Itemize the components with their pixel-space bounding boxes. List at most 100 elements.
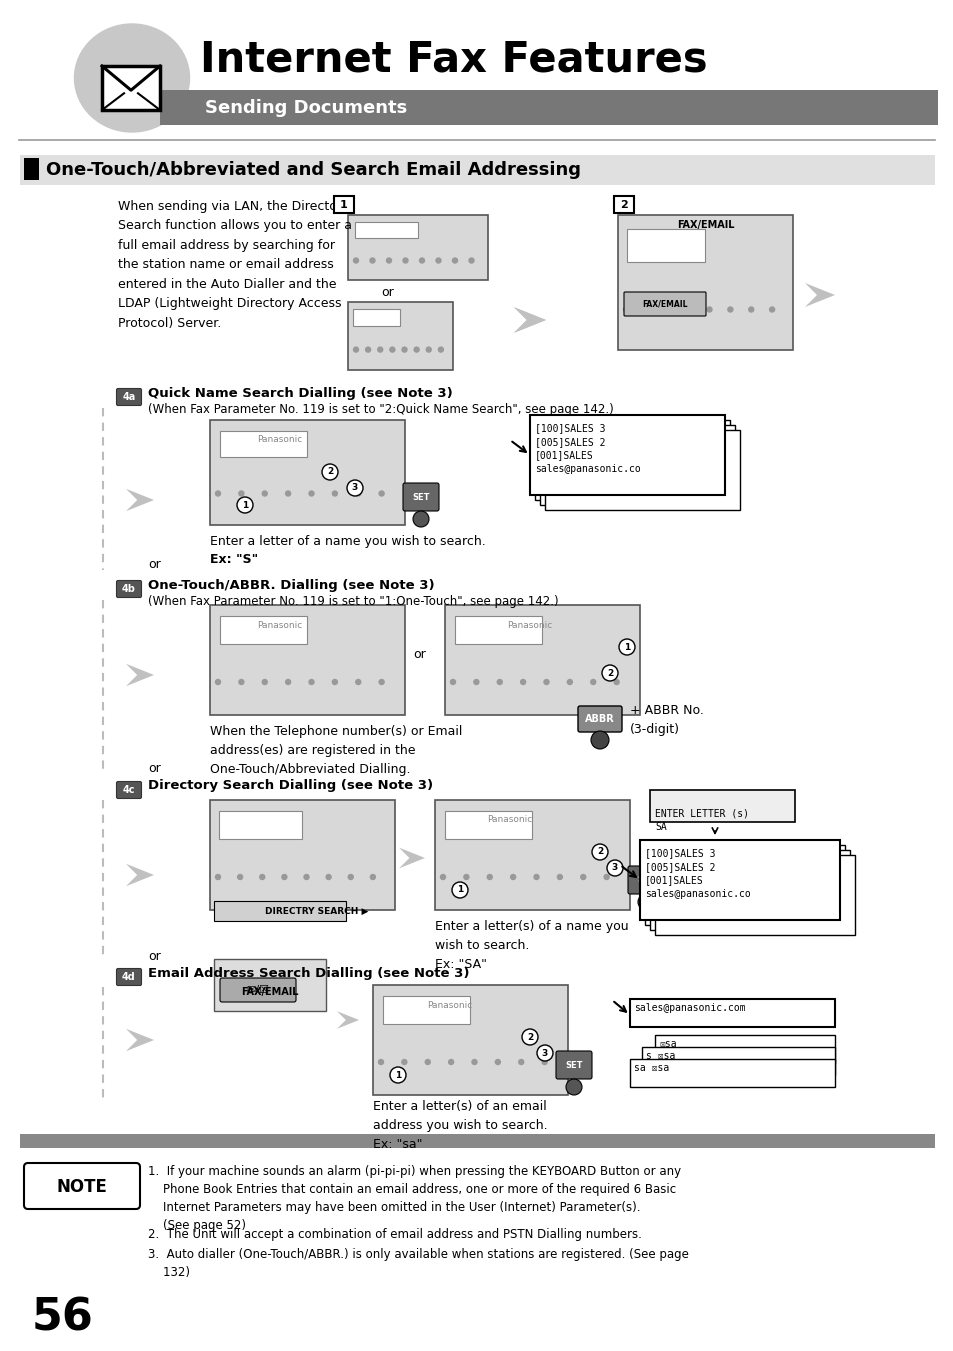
Text: When sending via LAN, the Directory
Search function allows you to enter a
full e: When sending via LAN, the Directory Sear…: [118, 200, 352, 330]
Circle shape: [322, 463, 337, 480]
FancyBboxPatch shape: [629, 1059, 834, 1088]
FancyBboxPatch shape: [655, 1035, 834, 1063]
FancyBboxPatch shape: [20, 155, 934, 185]
Circle shape: [497, 680, 501, 685]
FancyBboxPatch shape: [213, 901, 346, 921]
FancyBboxPatch shape: [539, 426, 734, 505]
FancyBboxPatch shape: [116, 581, 141, 597]
Circle shape: [614, 680, 618, 685]
Circle shape: [262, 490, 267, 496]
Circle shape: [450, 680, 455, 685]
Polygon shape: [126, 863, 153, 886]
Circle shape: [537, 1046, 553, 1061]
Text: Ex: "S": Ex: "S": [210, 553, 258, 566]
Text: 3.  Auto dialler (One-Touch/ABBR.) is only available when stations are registere: 3. Auto dialler (One-Touch/ABBR.) is onl…: [148, 1248, 688, 1279]
Circle shape: [237, 874, 242, 880]
Text: or: or: [149, 951, 161, 963]
Polygon shape: [514, 307, 545, 332]
FancyBboxPatch shape: [402, 484, 438, 511]
Circle shape: [510, 874, 515, 880]
Text: 3: 3: [541, 1048, 548, 1058]
Circle shape: [769, 307, 774, 312]
Polygon shape: [398, 847, 424, 869]
FancyBboxPatch shape: [20, 1133, 934, 1148]
Circle shape: [348, 874, 353, 880]
Text: 1.  If your machine sounds an alarm (pi-pi-pi) when pressing the KEYBOARD Button: 1. If your machine sounds an alarm (pi-p…: [148, 1165, 680, 1232]
Text: Quick Name Search Dialling (see Note 3): Quick Name Search Dialling (see Note 3): [148, 386, 453, 400]
Text: [100]SALES 3
[005]SALES 2
[001]SALES
sales@panasonic.co: [100]SALES 3 [005]SALES 2 [001]SALES sal…: [535, 423, 640, 474]
Text: SET: SET: [565, 1061, 582, 1070]
Circle shape: [386, 258, 391, 263]
Circle shape: [365, 347, 370, 353]
Circle shape: [541, 1059, 547, 1065]
Circle shape: [567, 680, 572, 685]
Circle shape: [354, 347, 358, 353]
Text: sales@panasonic.com: sales@panasonic.com: [634, 1002, 745, 1013]
Text: 1: 1: [456, 885, 462, 894]
Circle shape: [309, 490, 314, 496]
Text: FAX/EMAIL: FAX/EMAIL: [677, 220, 734, 230]
Text: Enter a letter(s) of a name you
wish to search.
Ex: "SA": Enter a letter(s) of a name you wish to …: [435, 920, 628, 971]
Circle shape: [590, 680, 595, 685]
FancyBboxPatch shape: [210, 605, 405, 715]
FancyBboxPatch shape: [629, 998, 834, 1027]
Circle shape: [378, 1059, 383, 1065]
Text: DIRECTRY SEARCH ▶: DIRECTRY SEARCH ▶: [265, 907, 368, 916]
Circle shape: [414, 347, 418, 353]
Text: 3: 3: [611, 863, 618, 873]
FancyBboxPatch shape: [644, 844, 844, 925]
FancyBboxPatch shape: [623, 292, 705, 316]
Text: [100]SALES 3
[005]SALES 2
[001]SALES
sales@panasonic.co: [100]SALES 3 [005]SALES 2 [001]SALES sal…: [644, 848, 750, 898]
Circle shape: [521, 1029, 537, 1046]
FancyBboxPatch shape: [578, 707, 621, 732]
Circle shape: [215, 490, 220, 496]
Polygon shape: [126, 1029, 153, 1051]
FancyBboxPatch shape: [334, 196, 354, 213]
Text: 2: 2: [597, 847, 602, 857]
Circle shape: [390, 347, 395, 353]
Circle shape: [401, 1059, 406, 1065]
FancyBboxPatch shape: [544, 430, 740, 509]
Circle shape: [326, 874, 331, 880]
Circle shape: [638, 894, 654, 911]
FancyBboxPatch shape: [160, 91, 937, 126]
Circle shape: [474, 680, 478, 685]
Circle shape: [487, 874, 492, 880]
Circle shape: [706, 307, 711, 312]
FancyBboxPatch shape: [530, 415, 724, 494]
Text: 2.  The Unit will accept a combination of email address and PSTN Dialling number: 2. The Unit will accept a combination of…: [148, 1228, 641, 1242]
Circle shape: [259, 874, 265, 880]
Circle shape: [370, 874, 375, 880]
Text: FAX/EMAIL: FAX/EMAIL: [641, 300, 687, 308]
Circle shape: [534, 874, 538, 880]
Circle shape: [238, 490, 244, 496]
Text: (When Fax Parameter No. 119 is set to "2:Quick Name Search", see page 142.): (When Fax Parameter No. 119 is set to "2…: [148, 404, 613, 416]
Text: Panasonic: Panasonic: [507, 620, 552, 630]
Circle shape: [402, 258, 408, 263]
Text: 4b: 4b: [122, 584, 135, 594]
Circle shape: [309, 680, 314, 685]
Circle shape: [304, 874, 309, 880]
Text: or: or: [381, 285, 394, 299]
Text: or: or: [149, 762, 161, 774]
Circle shape: [748, 307, 753, 312]
FancyBboxPatch shape: [219, 431, 307, 457]
FancyBboxPatch shape: [649, 790, 794, 821]
Circle shape: [557, 874, 561, 880]
Circle shape: [518, 1059, 523, 1065]
Circle shape: [452, 882, 468, 898]
Text: Panasonic: Panasonic: [427, 1001, 472, 1009]
Text: Enter a letter(s) of an email
address you wish to search.
Ex: "sa": Enter a letter(s) of an email address yo…: [373, 1100, 547, 1151]
Text: 1: 1: [395, 1070, 400, 1079]
FancyBboxPatch shape: [116, 781, 141, 798]
Circle shape: [378, 680, 384, 685]
Circle shape: [592, 844, 607, 861]
Text: 1: 1: [623, 643, 630, 651]
Circle shape: [664, 307, 670, 312]
Circle shape: [370, 258, 375, 263]
Text: ✉/☒: ✉/☒: [246, 985, 270, 994]
FancyBboxPatch shape: [435, 800, 629, 911]
FancyBboxPatch shape: [116, 969, 141, 985]
Circle shape: [378, 490, 384, 496]
Text: 1: 1: [242, 500, 248, 509]
